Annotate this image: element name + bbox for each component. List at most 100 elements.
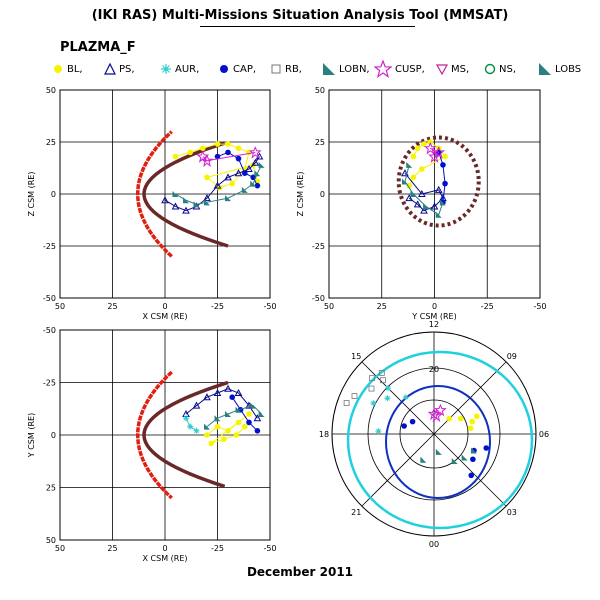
data-point (224, 384, 232, 392)
polar-hour-label: 00 (429, 540, 439, 549)
legend-label: LOBN, (339, 63, 370, 75)
data-point (213, 181, 222, 189)
data-point (423, 203, 430, 210)
series-line (404, 172, 444, 212)
polar-data-point (446, 415, 453, 422)
polar-data-point (469, 418, 476, 425)
polar-data-point (409, 418, 416, 425)
series-ps (401, 169, 447, 214)
legend-label: BL, (67, 63, 83, 75)
series-cusp (196, 146, 262, 168)
data-point (410, 191, 417, 197)
data-point (242, 170, 248, 176)
legend-triangle-down-icon (436, 64, 448, 75)
data-point (235, 419, 242, 426)
data-point (193, 427, 200, 434)
data-point (420, 206, 428, 214)
data-point (183, 197, 189, 204)
x-tick-label: 0 (162, 302, 167, 311)
data-point (254, 170, 261, 177)
y-tick-label: 50 (46, 86, 56, 95)
data-point (253, 414, 262, 422)
data-point (254, 428, 261, 434)
polar-data-point (420, 456, 427, 463)
x-tick-label: 0 (162, 544, 167, 553)
data-point (423, 141, 437, 155)
polar-spoke (361, 433, 435, 507)
polar-data-point (468, 472, 475, 479)
data-point (258, 411, 265, 417)
x-tick-label: 50 (55, 302, 65, 311)
legend-label: RB, (285, 63, 302, 75)
series-cap (229, 394, 261, 434)
data-point (172, 153, 179, 160)
data-point (214, 141, 221, 147)
legend-label: CUSP, (395, 63, 425, 75)
y-tick-label: 0 (51, 190, 56, 199)
legend-item-rb: RB, (270, 60, 302, 78)
data-point (258, 161, 265, 168)
data-point (251, 158, 260, 166)
data-point (442, 153, 448, 160)
series-line (164, 156, 260, 212)
magnetopause-curve (142, 380, 229, 489)
x-tick-label: 50 (324, 302, 334, 311)
data-point (414, 145, 421, 152)
polar-data-point (370, 400, 377, 407)
data-point (214, 153, 221, 160)
polar-hour-label: 03 (507, 508, 517, 517)
data-point (405, 194, 414, 202)
data-point (246, 411, 252, 417)
data-point (192, 401, 201, 409)
series-line (202, 151, 256, 162)
data-point (401, 178, 408, 185)
series-lobn (401, 161, 446, 218)
data-point (235, 155, 242, 162)
y-tick-label: -50 (312, 294, 325, 303)
data-point (229, 180, 235, 187)
orbit-ring (396, 135, 481, 228)
polar-hour-label: 12 (429, 320, 439, 329)
series-line (404, 164, 444, 216)
legend-item-cap: CAP, (218, 60, 256, 78)
x-tick-label: 0 (432, 302, 437, 311)
date-label: December 2011 (246, 565, 354, 579)
data-point (442, 180, 448, 187)
polar-data-point (378, 369, 385, 376)
legend-label: CAP, (233, 63, 257, 75)
legend-item-lobn: LOBN, (322, 60, 370, 78)
bow-shock-curve (135, 370, 173, 500)
panel-2: 50 25 0 -25 -50 -50 -25 0 25 50 Y CSM (RE) Z CSM (R… (296, 86, 547, 321)
data-point (183, 415, 189, 422)
x-axis-label: X CSM (RE) (143, 312, 188, 321)
polar-series-lobn (420, 447, 477, 464)
inner-oval-ring (385, 385, 491, 499)
data-point (225, 411, 231, 417)
legend-circle-icon (484, 63, 496, 75)
data-point (204, 432, 210, 438)
polar-data-point (470, 456, 476, 463)
polar-data-point (467, 425, 474, 431)
data-point (233, 432, 240, 438)
series-aur (183, 415, 200, 434)
data-point (410, 174, 417, 181)
legend-wedge-icon (323, 63, 335, 75)
data-point (225, 149, 231, 156)
x-axis-label: Y CSM (RE) (411, 312, 456, 321)
polar-data-point (368, 385, 375, 392)
polar-data-point (385, 385, 392, 392)
panel-1: 50 25 0 -25 -50 -50 -25 0 25 50 X CSM (RE) Z CSM (R… (27, 86, 277, 321)
polar-spoke (361, 361, 435, 435)
y-tick-label: 50 (46, 536, 56, 545)
data-point (242, 423, 248, 430)
data-point (248, 146, 262, 159)
data-point (182, 206, 190, 214)
legend-item-lobs: LOBS (538, 60, 581, 78)
data-point (439, 199, 446, 206)
data-point (250, 180, 257, 187)
data-point (440, 162, 446, 168)
y-tick-label: -25 (43, 379, 56, 388)
series-line (175, 143, 258, 189)
data-point (229, 394, 235, 401)
